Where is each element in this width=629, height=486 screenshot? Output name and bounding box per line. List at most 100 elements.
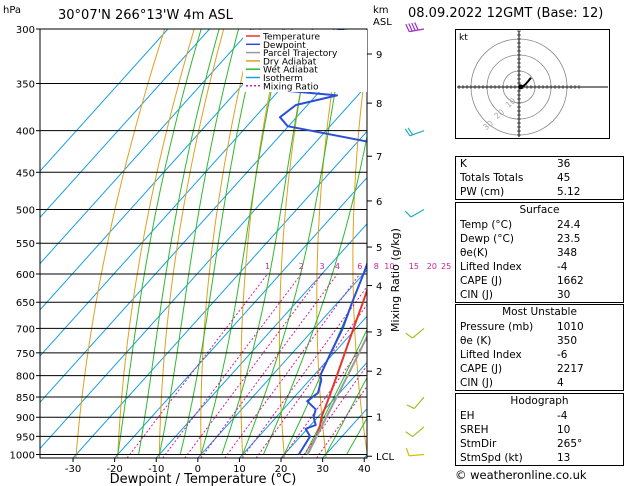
mixing-ratio-label: 15 [409,262,419,271]
surface-row: CIN (J) 30 [456,288,623,302]
hodograph-param-label: EH [460,410,475,422]
chart-title: 30°07'N 266°13'W 4m ASL [58,8,234,23]
most-unstable-box: Most Unstable Pressure (mb) 1010 θe (K) 350… [455,304,624,391]
pressure-tick-label: 700 [16,324,35,335]
surface-value: 30 [557,289,571,301]
wind-barb-flag [408,23,413,32]
temperature-tick-label: 40 [358,464,371,475]
dry-adiabat-lines [75,29,367,458]
wind-barb-shaft [412,426,425,438]
pressure-tick-label: 850 [16,393,35,404]
height-tick-label: 9 [376,50,382,61]
surface-row: Temp (°C) 24.4 [456,218,623,232]
surface-row: Lifted Index -4 [456,260,623,274]
hodograph-param-label: StmSpd (kt) [460,452,523,464]
mixing-ratio-line [316,385,367,458]
height-tick-label: 6 [376,197,382,208]
wind-barb [404,127,425,137]
mixing-ratio-label: 20 [427,262,437,271]
hodograph-param-value: -4 [557,410,568,422]
legend-entry: Dry Adiabat [263,57,317,67]
most-unstable-label: θe (K) [460,335,492,347]
mixing-ratio-label: 4 [335,262,340,271]
index-row: K 36 [456,157,623,171]
hodograph-unit-label: kt [459,33,468,43]
legend-entry: Parcel Trajectory [263,49,338,59]
legend-entry: Temperature [262,33,320,43]
mixing-ratio-line [241,285,367,458]
wet-adiabat [262,134,367,455]
most-unstable-row: CIN (J) 4 [456,376,623,390]
dry-adiabat [316,29,343,458]
surface-value: 23.5 [557,233,581,245]
mixing-ratio-line [281,338,367,458]
temperature-tick-label: 0 [195,464,201,475]
wind-barb-flag [405,431,413,438]
hodograph-param-value: 265° [557,438,583,450]
index-value: 45 [557,172,571,184]
most-unstable-label: Lifted Index [460,349,522,361]
most-unstable-value: 1010 [557,321,584,333]
surface-title: Surface [519,204,560,216]
wind-barb [404,209,425,218]
wind-barb-flag [404,210,412,218]
legend-entry: Isotherm [263,74,303,84]
dry-adiabat [117,29,195,458]
isotherm-line [239,315,367,458]
wind-barb [405,22,425,33]
pressure-tick-label: 750 [16,349,35,360]
index-row: Totals Totals 45 [456,171,623,185]
series-temperature [306,287,367,455]
height-tick-label: 8 [376,99,382,110]
index-value: 5.12 [557,186,581,198]
mixing-ratio-label: 6 [357,262,362,271]
hodograph-param-row: StmDir 265° [456,437,623,451]
wind-barb [405,447,425,457]
surface-value: 24.4 [557,219,581,231]
mixing-ratio-label: 25 [441,262,451,271]
pressure-tick-label: 1000 [10,450,35,461]
isotherm-line [40,29,210,219]
sounding-profiles [279,29,367,456]
hodograph-param-row: SREH 10 [456,423,623,437]
surface-label: Lifted Index [460,261,522,273]
mixing-ratio-line [255,303,367,458]
pressure-tick-label: 500 [16,206,35,217]
most-unstable-row: θe (K) 350 [456,334,623,348]
wind-barb [406,396,425,410]
pressure-axis: 300 350 400 450 500 550 600 650 700 750 800 850 900 9… [10,25,40,461]
surface-box: Surface Temp (°C) 24.4 Dewp (°C) 23.5 θe(K) 3… [455,202,624,303]
dry-adiabat [240,29,284,458]
hodograph-param-label: StmDir [460,438,497,450]
hodograph-param-value: 10 [557,424,571,436]
hodograph-box: Hodograph EH -4 SREH 10 StmDir 265° StmSpd (kt… [455,393,624,466]
dry-adiabat [75,29,166,458]
hodograph-title: Hodograph [510,395,569,407]
height-tick-label: 2 [376,367,382,378]
temperature-tick-label: -20 [106,464,122,475]
x-axis-label: Dewpoint / Temperature (°C) [110,472,297,486]
isotherm-line [40,29,169,172]
surface-label: Temp (°C) [460,219,513,231]
skew-t-diagram: 1 2 3 4 6 8 10 15 20 25 3003504004505005506006507… [3,5,451,486]
hodograph-param-row: EH -4 [456,409,623,423]
dry-adiabat [278,29,313,458]
height-tick-label: 7 [376,152,382,163]
pressure-tick-label: 450 [16,168,35,179]
km-axis-label: km ASL [373,5,392,28]
most-unstable-row: CAPE (J) 2217 [456,362,623,376]
mixing-ratio-axis-label: Mixing Ratio (g/kg) [389,228,402,332]
isotherm-line [280,361,367,458]
wind-barb-flag [414,22,419,31]
isotherm-line [197,269,367,458]
wind-barb-flag [404,128,411,137]
surface-label: CIN (J) [460,289,493,301]
wind-barb-shaft [412,327,425,339]
most-unstable-title: Most Unstable [502,306,577,318]
temperature-axis: -30 -20 -10 0 10 20 30 40 [65,458,371,475]
most-unstable-row: Lifted Index -6 [456,348,623,362]
most-unstable-row: Pressure (mb) 1010 [456,320,623,334]
most-unstable-label: CAPE (J) [460,363,503,375]
dry-adiabat [158,29,225,458]
